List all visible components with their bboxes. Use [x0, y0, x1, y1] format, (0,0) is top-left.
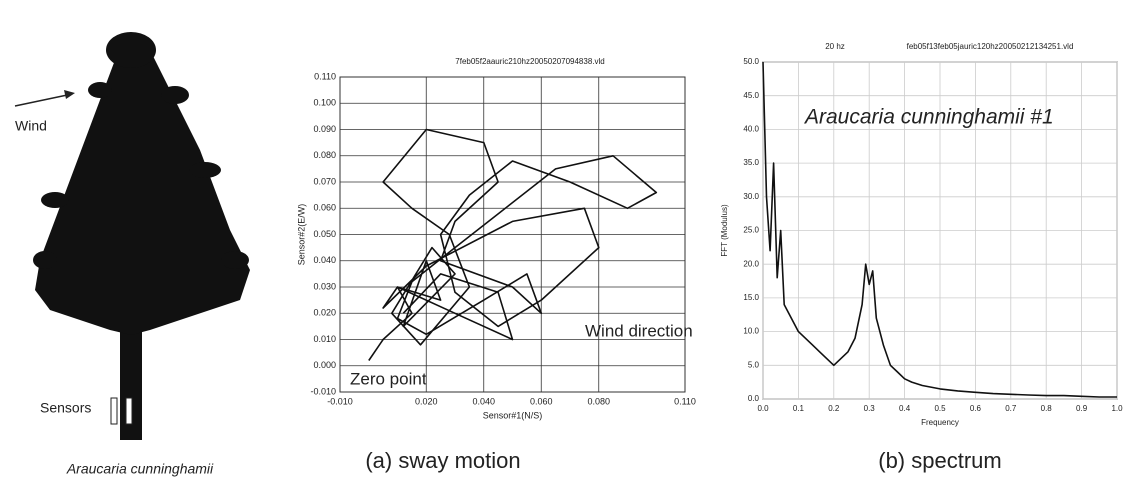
arrow-head — [64, 90, 75, 99]
chart-title: feb05f13feb05jauric120hz20050212134251.v… — [907, 42, 1074, 51]
y-tick-label: 35.0 — [743, 158, 759, 167]
y-tick-label: 0.040 — [313, 255, 336, 265]
x-tick-label: 0.6 — [970, 404, 982, 413]
y-tick-label: 0.070 — [313, 176, 336, 186]
y-tick-label: 0.000 — [313, 360, 336, 370]
y-tick-label: 45.0 — [743, 91, 759, 100]
caption: (a) sway motion — [365, 448, 520, 473]
x-tick-label: 0.3 — [864, 404, 876, 413]
x-tick-label: 1.0 — [1111, 404, 1123, 413]
tree — [33, 32, 250, 440]
y-tick-label: 50.0 — [743, 57, 759, 66]
annotation: Wind direction — [585, 321, 693, 340]
x-tick-label: 0.080 — [587, 396, 610, 406]
data-line — [762, 61, 1117, 398]
y-tick-label: 0.090 — [313, 124, 336, 134]
sensor — [110, 397, 118, 425]
y-tick-label: 0.110 — [314, 71, 336, 81]
y-tick-label: 20.0 — [743, 259, 759, 268]
x-tick-label: 0.8 — [1041, 404, 1053, 413]
y-tick-label: 0.100 — [313, 98, 336, 108]
y-tick-label: 25.0 — [743, 226, 759, 235]
y-axis-label: Sensor#2(E/W) — [296, 204, 306, 266]
caption: (b) spectrum — [878, 448, 1001, 473]
y-tick-label: 0.010 — [313, 334, 336, 344]
y-tick-label: 5.0 — [748, 360, 760, 369]
data-line — [368, 128, 658, 361]
sensor — [125, 397, 133, 425]
wind-arrow — [14, 93, 73, 107]
x-tick-label: 0.0 — [757, 404, 769, 413]
species-label: Araucaria cunninghamii — [66, 461, 214, 477]
y-tick-label: 0.0 — [748, 394, 760, 403]
x-tick-label: -0.010 — [327, 396, 353, 406]
y-tick-label: 0.030 — [313, 281, 336, 291]
sensors-label: Sensors — [40, 400, 91, 416]
x-tick-label: 0.040 — [472, 396, 495, 406]
annotation: Araucaria cunninghamii #1 — [803, 106, 1054, 129]
y-tick-label: -0.010 — [310, 386, 336, 396]
x-tick-label: 0.9 — [1076, 404, 1088, 413]
y-tick-label: 0.020 — [313, 308, 336, 318]
y-tick-label: 10.0 — [743, 327, 759, 336]
x-tick-label: 0.2 — [828, 404, 840, 413]
x-tick-label: 0.7 — [1005, 404, 1017, 413]
y-tick-label: 15.0 — [743, 293, 759, 302]
x-tick-label: 0.020 — [415, 396, 438, 406]
y-tick-label: 30.0 — [743, 192, 759, 201]
wind-label: Wind — [15, 118, 47, 134]
x-tick-label: 0.1 — [793, 404, 805, 413]
chart-subtitle: 20 hz — [825, 42, 845, 51]
x-axis-label: Sensor#1(N/S) — [483, 410, 543, 420]
x-tick-label: 0.4 — [899, 404, 911, 413]
y-tick-label: 0.080 — [313, 150, 336, 160]
chart-title: 7feb05f2aauric210hz20050207094838.vld — [455, 57, 604, 66]
x-tick-label: 0.060 — [530, 396, 553, 406]
y-axis-label: FFT (Modulus) — [720, 204, 729, 257]
y-tick-label: 0.050 — [313, 229, 336, 239]
x-tick-label: 0.5 — [934, 404, 946, 413]
y-tick-label: 40.0 — [743, 125, 759, 134]
x-axis-label: Frequency — [921, 418, 959, 427]
y-tick-label: 0.060 — [313, 203, 336, 213]
annotation: Zero point — [350, 369, 427, 388]
x-tick-label: 0.110 — [674, 396, 696, 406]
